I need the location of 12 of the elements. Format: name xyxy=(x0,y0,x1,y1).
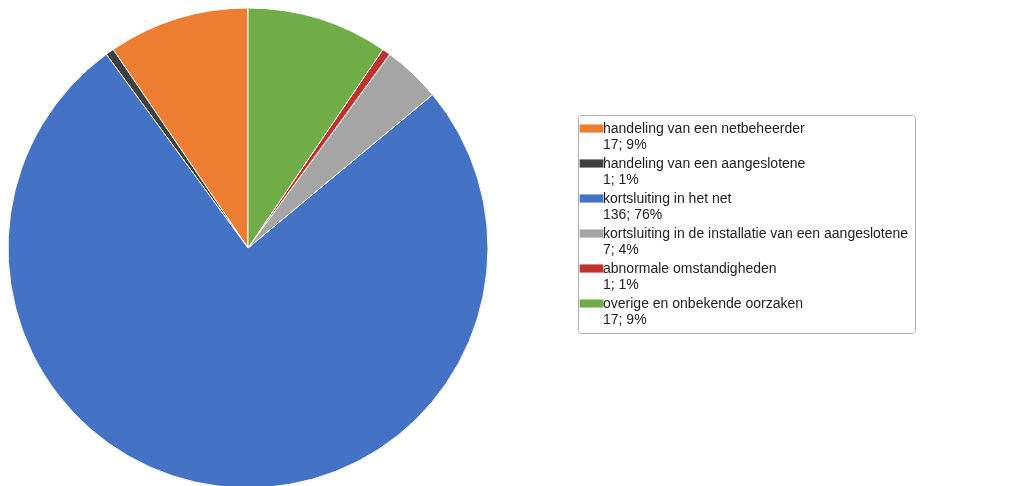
legend-label: kortsluiting in de installatie van een aangeslotene xyxy=(603,224,909,241)
data-label: 17; 9% xyxy=(603,310,647,327)
legend-label: handeling van een aangeslotene xyxy=(603,154,806,171)
legend-label: abnormale omstandigheden xyxy=(603,259,777,276)
data-label: 136; 76% xyxy=(603,205,663,222)
legend-label: kortsluiting in het net xyxy=(603,189,732,206)
legend-label: overige en onbekende oorzaken xyxy=(603,294,804,311)
data-label: 1; 1% xyxy=(603,170,639,187)
data-label: 1; 1% xyxy=(603,275,639,292)
legend-label: handeling van een netbeheerder xyxy=(603,119,805,136)
data-label: 7; 4% xyxy=(603,240,639,257)
data-label: 17; 9% xyxy=(603,135,647,152)
